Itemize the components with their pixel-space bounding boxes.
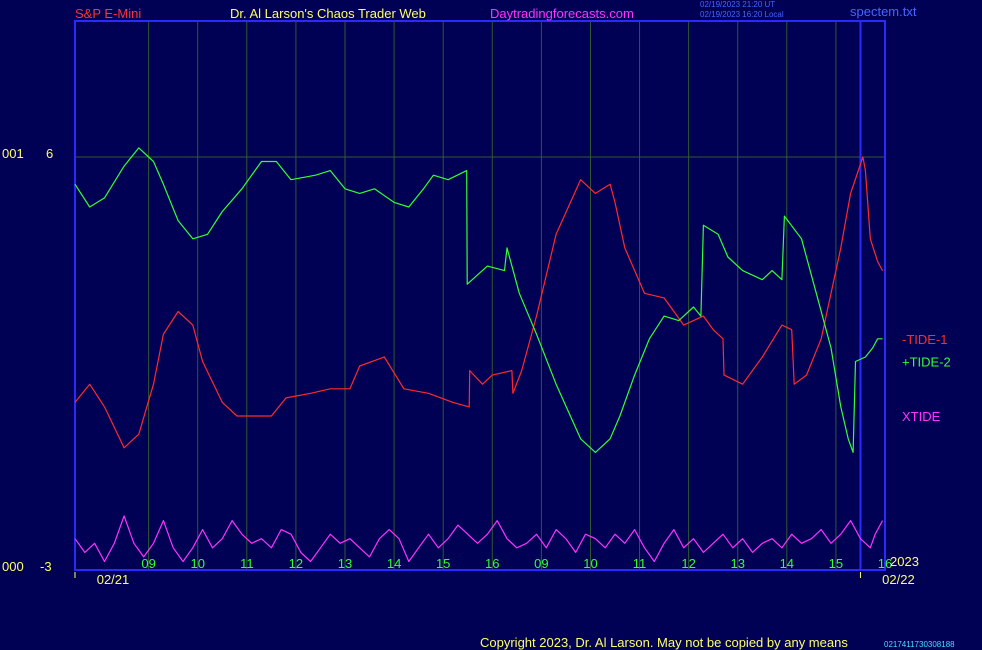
series-label: +TIDE-2 bbox=[902, 355, 951, 370]
hour-tick-label: 11 bbox=[633, 556, 647, 571]
date-tick-label: 02/22 bbox=[882, 572, 915, 587]
left-axis-bottom-value: -3 bbox=[40, 559, 52, 574]
hour-tick-label: 11 bbox=[240, 556, 254, 571]
footer-overflow: 0217411730308188 bbox=[884, 640, 955, 649]
timestamp-local: 02/19/2023 16:20 Local bbox=[700, 10, 784, 19]
footer-copyright: Copyright 2023, Dr. Al Larson. May not b… bbox=[480, 635, 848, 650]
symbol-label: S&P E-Mini bbox=[75, 6, 142, 21]
hour-tick-label: 16 bbox=[485, 556, 499, 571]
hour-tick-label: 15 bbox=[829, 556, 843, 571]
series-line--tide-1 bbox=[74, 156, 884, 449]
website-label: Daytradingforecasts.com bbox=[490, 6, 634, 21]
hour-tick-label: 09 bbox=[534, 556, 548, 571]
plot-frame bbox=[74, 20, 886, 571]
timestamp-ut: 02/19/2023 21:20 UT bbox=[700, 0, 776, 9]
chart-title: Dr. Al Larson's Chaos Trader Web bbox=[230, 6, 426, 21]
hour-tick-label: 14 bbox=[387, 556, 401, 571]
hour-tick-label: 14 bbox=[780, 556, 794, 571]
hour-tick-label: 12 bbox=[289, 556, 303, 571]
left-axis-bottom-prefix: 000 bbox=[2, 559, 24, 574]
hour-tick-label: 09 bbox=[141, 556, 155, 571]
series-label: XTIDE bbox=[902, 409, 941, 424]
date-tick-label: 02/21 bbox=[97, 572, 130, 587]
hour-tick-label: 13 bbox=[338, 556, 352, 571]
x-axis-year: 2023 bbox=[890, 554, 919, 569]
hour-tick-label: 15 bbox=[436, 556, 450, 571]
file-label: spectem.txt bbox=[850, 4, 917, 19]
series-label: -TIDE-1 bbox=[902, 332, 948, 347]
left-axis-top-value: 6 bbox=[46, 146, 54, 161]
series-line--tide-2 bbox=[74, 147, 883, 453]
hour-tick-label: 13 bbox=[730, 556, 744, 571]
series-line-xtide bbox=[74, 515, 884, 563]
hour-tick-label: 10 bbox=[583, 556, 597, 571]
left-axis-top-prefix: 001 bbox=[2, 146, 24, 161]
hour-tick-label: 16 bbox=[878, 556, 892, 571]
hour-tick-label: 10 bbox=[190, 556, 204, 571]
hour-tick-label: 12 bbox=[681, 556, 695, 571]
